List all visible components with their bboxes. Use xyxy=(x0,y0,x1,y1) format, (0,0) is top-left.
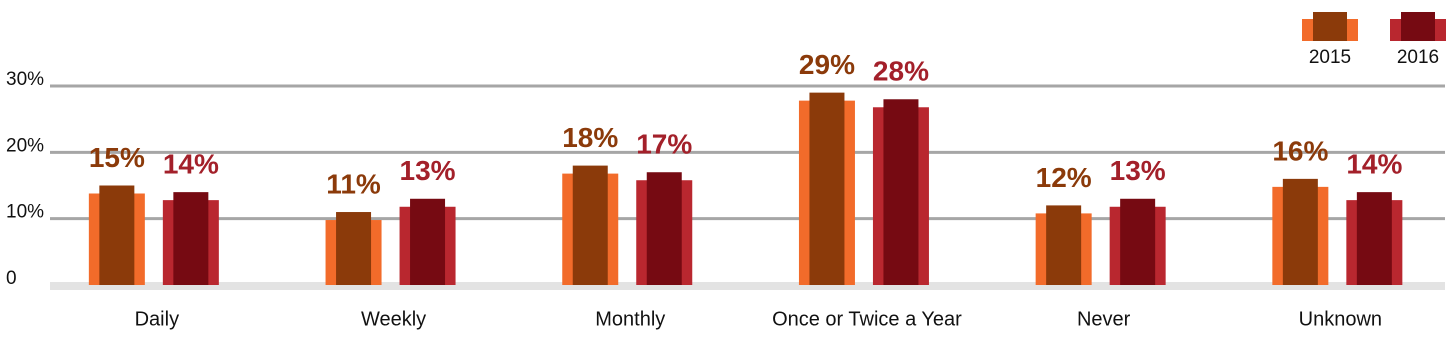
bar xyxy=(1046,205,1082,285)
y-tick-label: 0 xyxy=(6,268,17,289)
x-tick-label: Daily xyxy=(135,308,179,330)
bar xyxy=(99,185,135,285)
bar xyxy=(336,212,372,285)
bar xyxy=(1120,198,1156,285)
legend-swatch xyxy=(1313,12,1347,41)
legend-label: 2016 xyxy=(1397,47,1439,68)
value-label: 18% xyxy=(562,122,618,153)
value-label: 13% xyxy=(1110,155,1166,186)
x-tick-label: Once or Twice a Year xyxy=(772,308,962,330)
bar xyxy=(809,92,845,285)
y-tick-label: 20% xyxy=(6,135,44,156)
bar xyxy=(1282,178,1318,285)
x-tick-label: Monthly xyxy=(595,308,665,330)
value-label: 17% xyxy=(636,129,692,160)
value-label: 15% xyxy=(89,142,145,173)
value-label: 14% xyxy=(1346,149,1402,180)
value-label: 11% xyxy=(326,168,381,199)
x-tick-label: Never xyxy=(1077,308,1131,330)
baseline-band xyxy=(50,282,1445,290)
y-tick-label: 30% xyxy=(6,69,44,90)
value-label: 12% xyxy=(1036,162,1092,193)
y-tick-label: 10% xyxy=(6,202,44,223)
value-label: 16% xyxy=(1272,135,1328,166)
bar xyxy=(1356,192,1392,285)
bar xyxy=(572,165,608,285)
legend-label: 2015 xyxy=(1309,47,1351,68)
legend-swatch xyxy=(1401,12,1435,41)
bar xyxy=(410,198,446,285)
x-tick-label: Unknown xyxy=(1299,308,1382,330)
value-label: 13% xyxy=(400,155,456,186)
bar xyxy=(883,99,919,286)
bar xyxy=(646,172,682,285)
x-tick-label: Weekly xyxy=(361,308,426,330)
value-label: 29% xyxy=(799,49,855,80)
value-label: 14% xyxy=(163,149,219,180)
value-label: 28% xyxy=(873,56,929,87)
bar xyxy=(173,192,209,285)
